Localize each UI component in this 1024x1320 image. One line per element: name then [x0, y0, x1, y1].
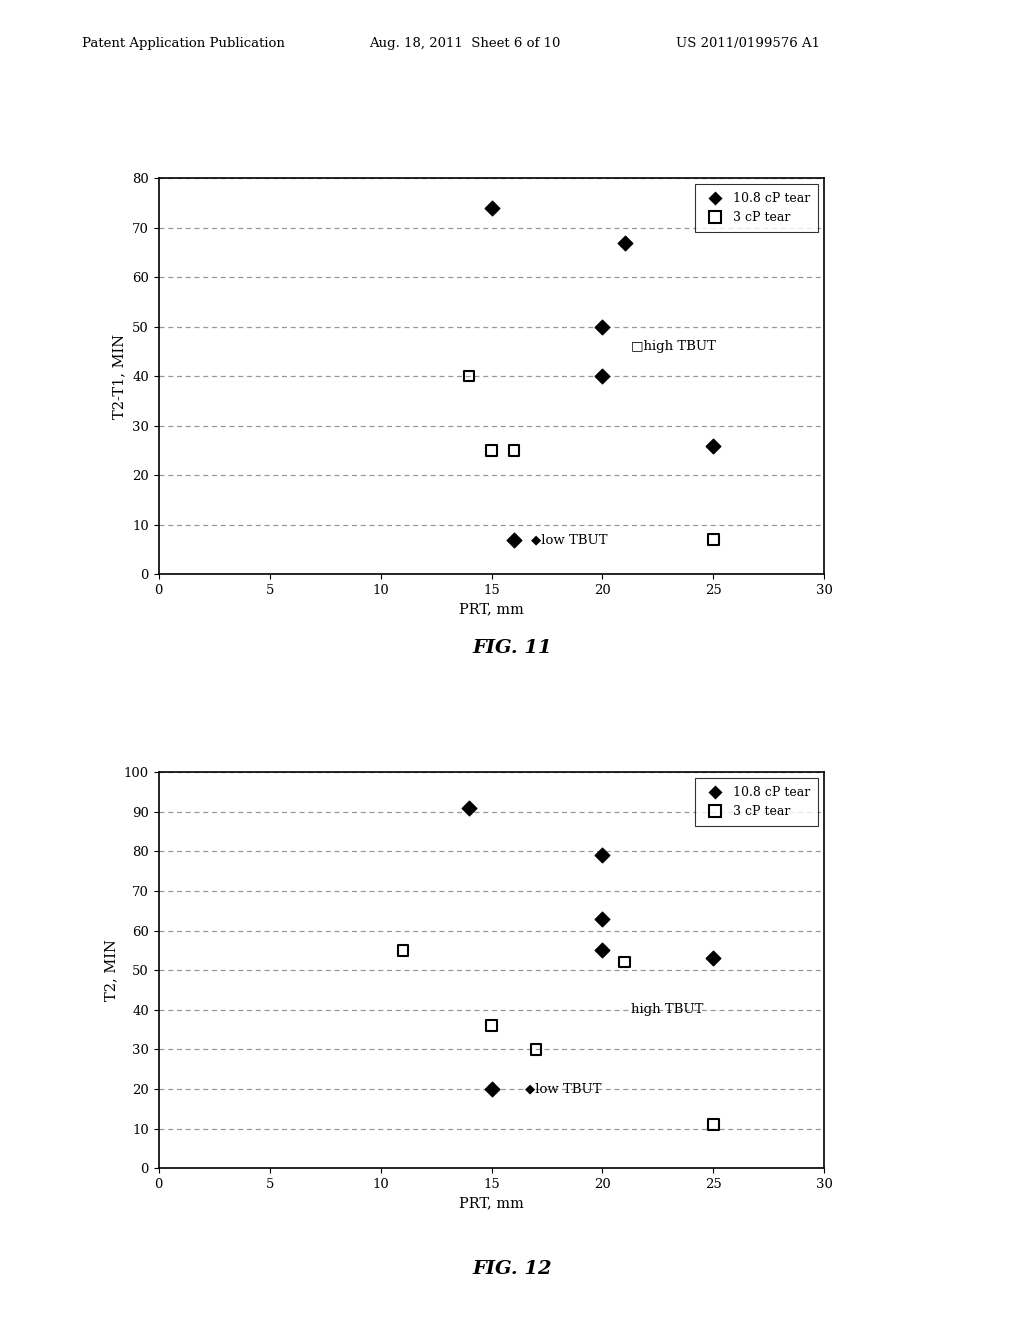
10.8 cP tear [483, 198, 500, 219]
10.8 cP tear [594, 366, 610, 387]
3 cP tear [706, 529, 722, 550]
3 cP tear [527, 1039, 544, 1060]
Y-axis label: T2, MIN: T2, MIN [104, 940, 119, 1001]
Text: Aug. 18, 2011  Sheet 6 of 10: Aug. 18, 2011 Sheet 6 of 10 [369, 37, 560, 50]
Text: □high TBUT: □high TBUT [631, 341, 716, 352]
Text: ◆low TBUT: ◆low TBUT [531, 533, 608, 546]
10.8 cP tear [506, 529, 522, 550]
Text: ◆low TBUT: ◆low TBUT [525, 1082, 601, 1096]
Text: FIG. 12: FIG. 12 [472, 1259, 552, 1278]
3 cP tear [706, 1114, 722, 1135]
10.8 cP tear [594, 940, 610, 961]
Text: Patent Application Publication: Patent Application Publication [82, 37, 285, 50]
Text: FIG. 11: FIG. 11 [472, 639, 552, 657]
3 cP tear [506, 440, 522, 461]
3 cP tear [394, 940, 411, 961]
X-axis label: PRT, mm: PRT, mm [459, 1196, 524, 1210]
10.8 cP tear [706, 436, 722, 457]
10.8 cP tear [594, 908, 610, 929]
Y-axis label: T2-T1, MIN: T2-T1, MIN [113, 334, 127, 418]
Text: US 2011/0199576 A1: US 2011/0199576 A1 [676, 37, 820, 50]
3 cP tear [483, 1015, 500, 1036]
10.8 cP tear [483, 1078, 500, 1100]
Legend: 10.8 cP tear, 3 cP tear: 10.8 cP tear, 3 cP tear [694, 779, 818, 826]
3 cP tear [616, 952, 633, 973]
10.8 cP tear [461, 797, 477, 818]
Text: high TBUT: high TBUT [631, 1003, 703, 1016]
10.8 cP tear [706, 948, 722, 969]
10.8 cP tear [616, 232, 633, 253]
X-axis label: PRT, mm: PRT, mm [459, 602, 524, 616]
3 cP tear [461, 366, 477, 387]
10.8 cP tear [594, 845, 610, 866]
Legend: 10.8 cP tear, 3 cP tear: 10.8 cP tear, 3 cP tear [694, 185, 818, 232]
3 cP tear [483, 440, 500, 461]
10.8 cP tear [594, 317, 610, 338]
